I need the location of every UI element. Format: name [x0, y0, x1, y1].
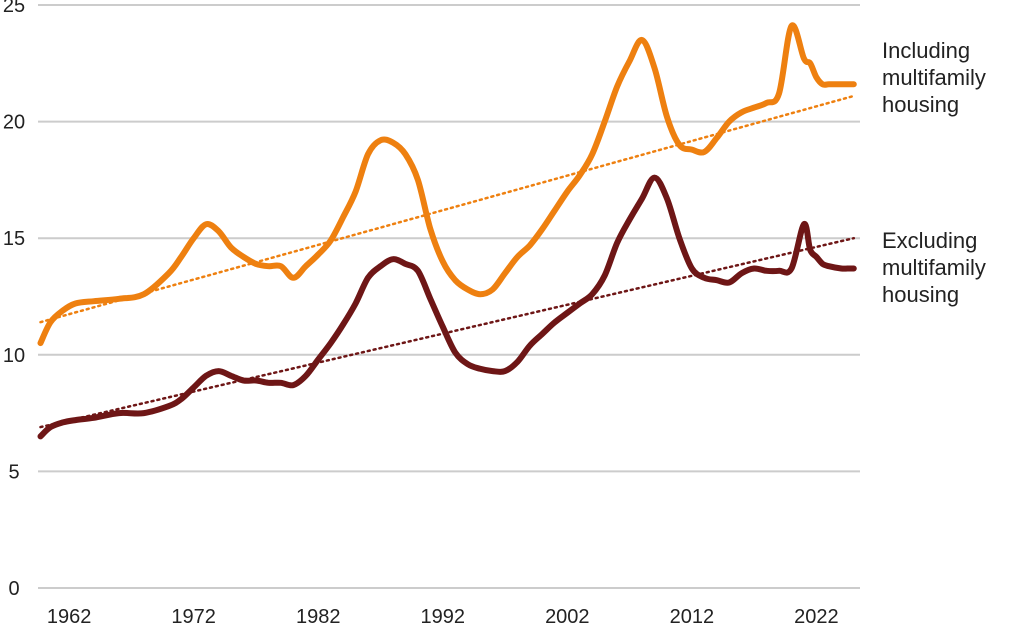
excluding-label-line: housing	[882, 282, 959, 307]
x-tick-label: 2022	[794, 606, 839, 628]
including-label-line: Including	[882, 38, 970, 63]
y-tick-label: 20	[3, 112, 25, 134]
y-tick-label: 25	[3, 0, 25, 17]
x-tick-label: 2002	[545, 606, 590, 628]
series-labels: IncludingmultifamilyhousingExcludingmult…	[882, 38, 986, 307]
y-tick-label: 10	[3, 345, 25, 367]
x-tick-label: 1972	[171, 606, 216, 628]
x-axis: 1962 1972 1982 1992 2002 2012 2022	[47, 606, 839, 628]
including-label-line: multifamily	[882, 65, 986, 90]
y-tick-label: 0	[8, 578, 19, 600]
grid-lines	[38, 4, 860, 589]
including-label-line: housing	[882, 92, 959, 117]
y-tick-label: 5	[8, 461, 19, 483]
series-lines	[37, 22, 857, 440]
including-trend-line	[39, 94, 856, 324]
y-axis: 0 5 10 15 20 25	[3, 0, 25, 600]
excluding-trend-line	[39, 236, 856, 429]
excluding-label-line: multifamily	[882, 255, 986, 280]
y-tick-label: 15	[3, 228, 25, 250]
x-tick-label: 1992	[421, 606, 466, 628]
excluding-label-line: Excluding	[882, 228, 977, 253]
trend-lines	[39, 94, 856, 429]
including-series-line	[37, 22, 857, 347]
x-tick-label: 1982	[296, 606, 341, 628]
excluding-series-line	[37, 174, 857, 440]
x-tick-label: 1962	[47, 606, 92, 628]
x-tick-label: 2012	[670, 606, 715, 628]
